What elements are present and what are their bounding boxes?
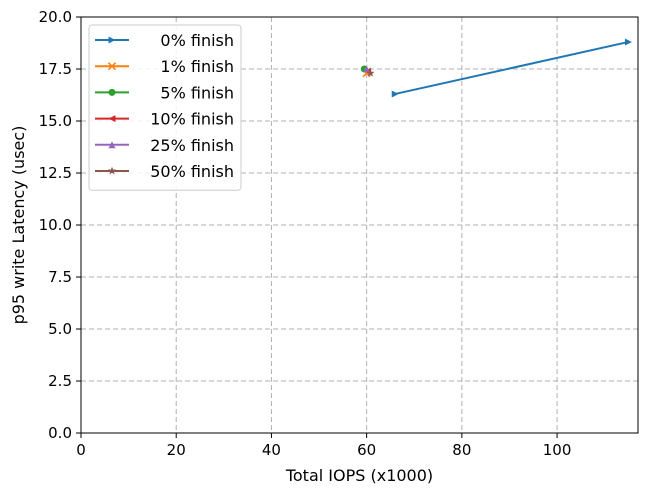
legend-marker [108,141,116,149]
legend-marker [108,115,116,123]
y-tick-label: 5.0 [48,320,72,338]
x-tick-label: 0 [76,441,86,459]
x-axis-label: Total IOPS (x1000) [285,466,433,485]
legend-label: 5% finish [160,83,234,102]
series-line [394,40,629,95]
data-point [363,65,371,73]
legend-item: 0% finish [95,31,234,50]
legend-item: 5% finish [95,83,234,102]
legend-item: 10% finish [95,110,234,129]
x-tick-label: 40 [262,441,281,459]
series-layer [360,38,632,98]
legend: 0% finish 1% finish 5% finish 10% finish 25%… [88,24,242,191]
y-tick-label: 20.0 [39,8,72,26]
legend-item: 1% finish [95,57,234,76]
y-tick-label: 12.5 [39,164,72,182]
series-5 [366,68,375,77]
series-0 [391,38,632,98]
y-tick-label: 15.0 [39,112,72,130]
y-tick-label: 10.0 [39,216,72,234]
data-point [624,38,632,46]
y-tick-label: 7.5 [48,268,72,286]
legend-item: 50% finish [95,162,234,181]
y-tick-label: 2.5 [48,372,72,390]
data-point [391,90,399,98]
data-point [366,68,375,77]
legend-marker [107,62,117,71]
y-tick-label: 17.5 [39,60,72,78]
ticks: 0 20 40 60 80 100 0.0 2.5 5.0 7.5 10.0 12.5 15.0 17.5… [39,8,572,459]
legend-marker [108,36,116,44]
x-tick-label: 100 [543,441,572,459]
legend-marker [107,166,117,175]
legend-label: 0% finish [160,31,234,50]
legend-label: 10% finish [150,110,234,129]
x-tick-label: 20 [167,441,186,459]
legend-label: 25% finish [150,136,234,155]
legend-label: 50% finish [150,162,234,181]
legend-item: 25% finish [95,136,234,155]
series-4 [363,65,371,73]
y-tick-label: 0.0 [48,424,72,442]
x-tick-label: 80 [452,441,471,459]
y-axis-label: p95 write Latency (usec) [9,126,28,325]
legend-label: 1% finish [160,57,234,76]
x-tick-label: 60 [357,441,376,459]
legend-marker [108,88,116,96]
